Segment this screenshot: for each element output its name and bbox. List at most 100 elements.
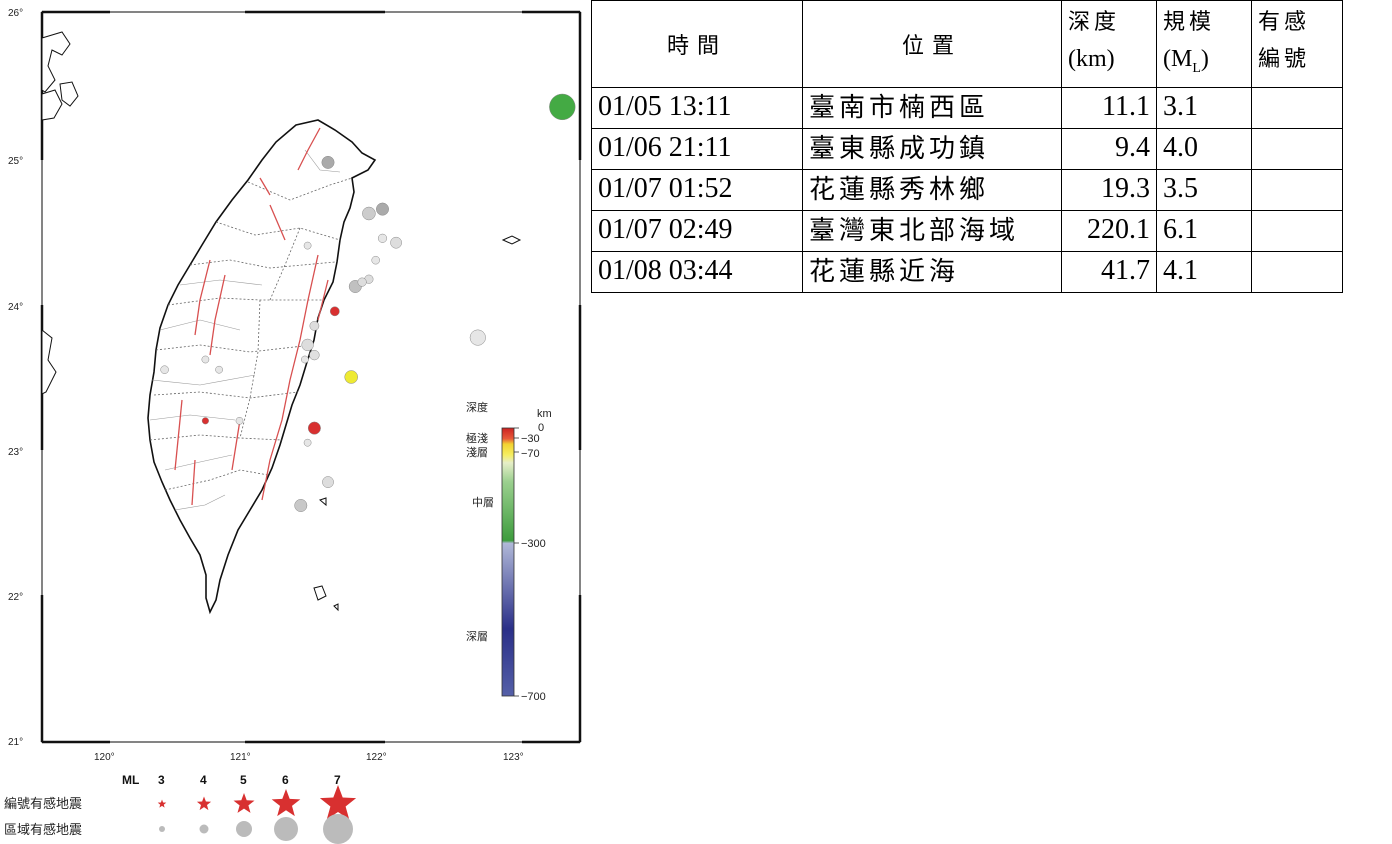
longitude-labels: 120° 121° 122° 123° — [94, 752, 524, 763]
legend-star-5 — [233, 793, 255, 813]
lon-tick-121: 121° — [230, 752, 251, 763]
legend-circle-7 — [323, 814, 353, 844]
lat-tick-22: 22° — [8, 592, 23, 603]
cell-depth: 11.1 — [1061, 86, 1157, 129]
table-header-row: 時間 位置 深度 (km) 規模 (ML) 有感 編號 — [591, 0, 1343, 88]
event-marker-18 — [301, 355, 309, 364]
event-marker-1 — [344, 370, 358, 384]
legend-star-3 — [157, 799, 167, 808]
header-location: 位置 — [802, 0, 1062, 88]
cell-depth: 9.4 — [1061, 127, 1157, 170]
header-felt-number: 有感 編號 — [1251, 0, 1343, 88]
cell-magnitude: 4.1 — [1156, 250, 1252, 293]
lat-tick-23: 23° — [8, 447, 23, 458]
legend-circle-label: 區域有感地震 — [4, 822, 82, 838]
cell-felt-number — [1251, 86, 1343, 129]
cell-location: 臺東縣成功鎮 — [802, 127, 1062, 170]
legend-star-label: 編號有感地震 — [4, 796, 82, 812]
earthquake-events — [160, 93, 576, 512]
lat-tick-26: 26° — [8, 8, 23, 19]
magnitude-legend: ML 3 4 5 6 7 編號有感地震 區域有感地震 — [4, 773, 357, 844]
taiwan-coastline — [147, 119, 377, 615]
cell-depth: 220.1 — [1061, 209, 1157, 252]
legend-mag-7: 7 — [334, 773, 341, 787]
frame-ticks — [40, 10, 582, 744]
legend-circle-4 — [199, 824, 209, 834]
legend-mag-3: 3 — [158, 773, 165, 787]
legend-circle-6 — [274, 817, 298, 841]
event-marker-8 — [390, 236, 402, 249]
event-marker-16 — [301, 338, 314, 352]
event-marker-5 — [321, 155, 335, 169]
layer-label-shallow: 淺層 — [466, 446, 488, 459]
event-marker-15 — [309, 321, 320, 331]
fault-lines — [174, 127, 329, 506]
rivers — [149, 149, 341, 511]
event-marker-10 — [371, 255, 380, 265]
cell-location: 臺灣東北部海域 — [802, 209, 1062, 252]
event-marker-3 — [329, 306, 340, 317]
cell-time: 01/08 03:44 — [591, 250, 803, 293]
earthquake-map-panel: 26° 25° 24° 23° 22° 21° 120° 121° 122° 1… — [0, 0, 590, 844]
legend-mag-5: 5 — [240, 773, 247, 787]
cell-location: 花蓮縣秀林鄉 — [802, 168, 1062, 211]
lon-tick-123: 123° — [503, 752, 524, 763]
legend-circle-5 — [236, 821, 252, 837]
colorbar-tick-300: −300 — [521, 538, 546, 550]
event-marker-19 — [160, 365, 169, 374]
cell-location: 臺南市楠西區 — [802, 86, 1062, 129]
layer-label-extreme-shallow: 極淺 — [466, 431, 488, 445]
legend-star-7 — [319, 785, 357, 820]
header-time: 時間 — [591, 0, 803, 88]
table-row: 01/07 02:49 臺灣東北部海域 220.1 6.1 — [591, 209, 1343, 252]
cell-time: 01/06 21:11 — [591, 127, 803, 170]
depth-colorbar: km 0 −30 −70 −300 −700 深度 極淺 淺層 中層 深層 — [466, 400, 552, 703]
layer-label-deep: 深層 — [466, 630, 488, 643]
event-marker-14 — [303, 241, 312, 250]
cell-magnitude: 3.5 — [1156, 168, 1252, 211]
cell-felt-number — [1251, 250, 1343, 293]
legend-star-symbols — [157, 785, 357, 820]
event-marker-7 — [362, 206, 376, 221]
cell-time: 01/05 13:11 — [591, 86, 803, 129]
header-magnitude: 規模 (ML) — [1156, 0, 1252, 88]
event-marker-2 — [307, 421, 321, 435]
event-marker-25 — [294, 499, 308, 512]
event-marker-6 — [376, 202, 389, 216]
colorbar-title: 深度 — [466, 400, 488, 414]
legend-mag-6: 6 — [282, 773, 289, 787]
colorbar-tick-700: −700 — [521, 691, 546, 703]
event-marker-0 — [549, 93, 576, 121]
legend-star-4 — [196, 796, 212, 811]
islands — [41, 31, 522, 612]
lon-tick-122: 122° — [366, 752, 387, 763]
county-boundaries — [149, 177, 353, 491]
latitude-labels: 26° 25° 24° 23° 22° 21° — [8, 8, 23, 748]
cell-depth: 19.3 — [1061, 168, 1157, 211]
cell-magnitude: 3.1 — [1156, 86, 1252, 129]
lat-tick-24: 24° — [8, 302, 23, 313]
table-row: 01/07 01:52 花蓮縣秀林鄉 19.3 3.5 — [591, 168, 1343, 211]
event-marker-13 — [357, 277, 367, 287]
colorbar-unit: km — [537, 408, 552, 420]
layer-label-intermediate: 中層 — [472, 496, 494, 509]
legend-circle-3 — [159, 826, 165, 832]
event-marker-4 — [201, 417, 209, 425]
lon-tick-120: 120° — [94, 752, 115, 763]
cell-felt-number — [1251, 168, 1343, 211]
header-depth: 深度 (km) — [1061, 0, 1157, 88]
event-marker-26 — [469, 329, 486, 346]
event-marker-9 — [377, 233, 388, 243]
legend-ml-header: ML — [122, 773, 139, 787]
table-row: 01/08 03:44 花蓮縣近海 41.7 4.1 — [591, 250, 1343, 293]
legend-circle-symbols — [159, 814, 353, 844]
earthquake-map: 26° 25° 24° 23° 22° 21° 120° 121° 122° 1… — [4, 8, 582, 844]
event-marker-22 — [303, 438, 312, 447]
colorbar-gradient — [501, 427, 515, 697]
colorbar-tick-30: −30 — [521, 433, 540, 445]
cell-time: 01/07 02:49 — [591, 209, 803, 252]
event-marker-21 — [215, 365, 223, 374]
event-marker-17 — [309, 349, 320, 361]
cell-location: 花蓮縣近海 — [802, 250, 1062, 293]
cell-felt-number — [1251, 209, 1343, 252]
